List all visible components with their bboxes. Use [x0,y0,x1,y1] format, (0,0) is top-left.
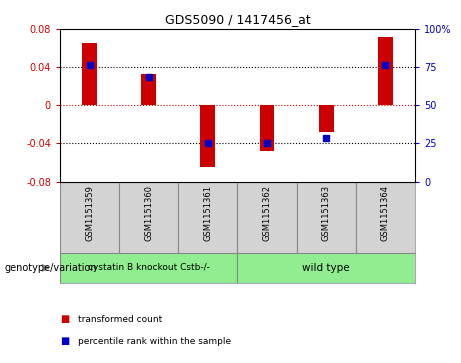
Text: GSM1151361: GSM1151361 [203,185,213,241]
Text: GSM1151360: GSM1151360 [144,185,153,241]
Text: ■: ■ [60,336,69,346]
Bar [319,105,334,132]
Text: transformed count: transformed count [78,315,163,324]
Text: percentile rank within the sample: percentile rank within the sample [78,337,231,346]
Bar [82,43,97,105]
Bar [201,105,215,167]
Text: GSM1151362: GSM1151362 [262,185,272,241]
Text: GSM1151359: GSM1151359 [85,185,94,241]
Bar [237,253,415,283]
Bar [60,182,119,253]
Bar [356,182,415,253]
Bar [178,182,237,253]
Text: GSM1151363: GSM1151363 [322,185,331,241]
Text: ■: ■ [60,314,69,325]
Bar [378,37,393,105]
Bar [60,253,237,283]
Bar [296,182,356,253]
Bar [260,105,274,151]
Bar [237,182,296,253]
Text: genotype/variation: genotype/variation [5,263,97,273]
Bar [141,74,156,105]
Bar [119,182,178,253]
Text: GSM1151364: GSM1151364 [381,185,390,241]
Title: GDS5090 / 1417456_at: GDS5090 / 1417456_at [165,13,310,26]
Text: wild type: wild type [302,263,350,273]
Text: cystatin B knockout Cstb-/-: cystatin B knockout Cstb-/- [88,264,210,272]
